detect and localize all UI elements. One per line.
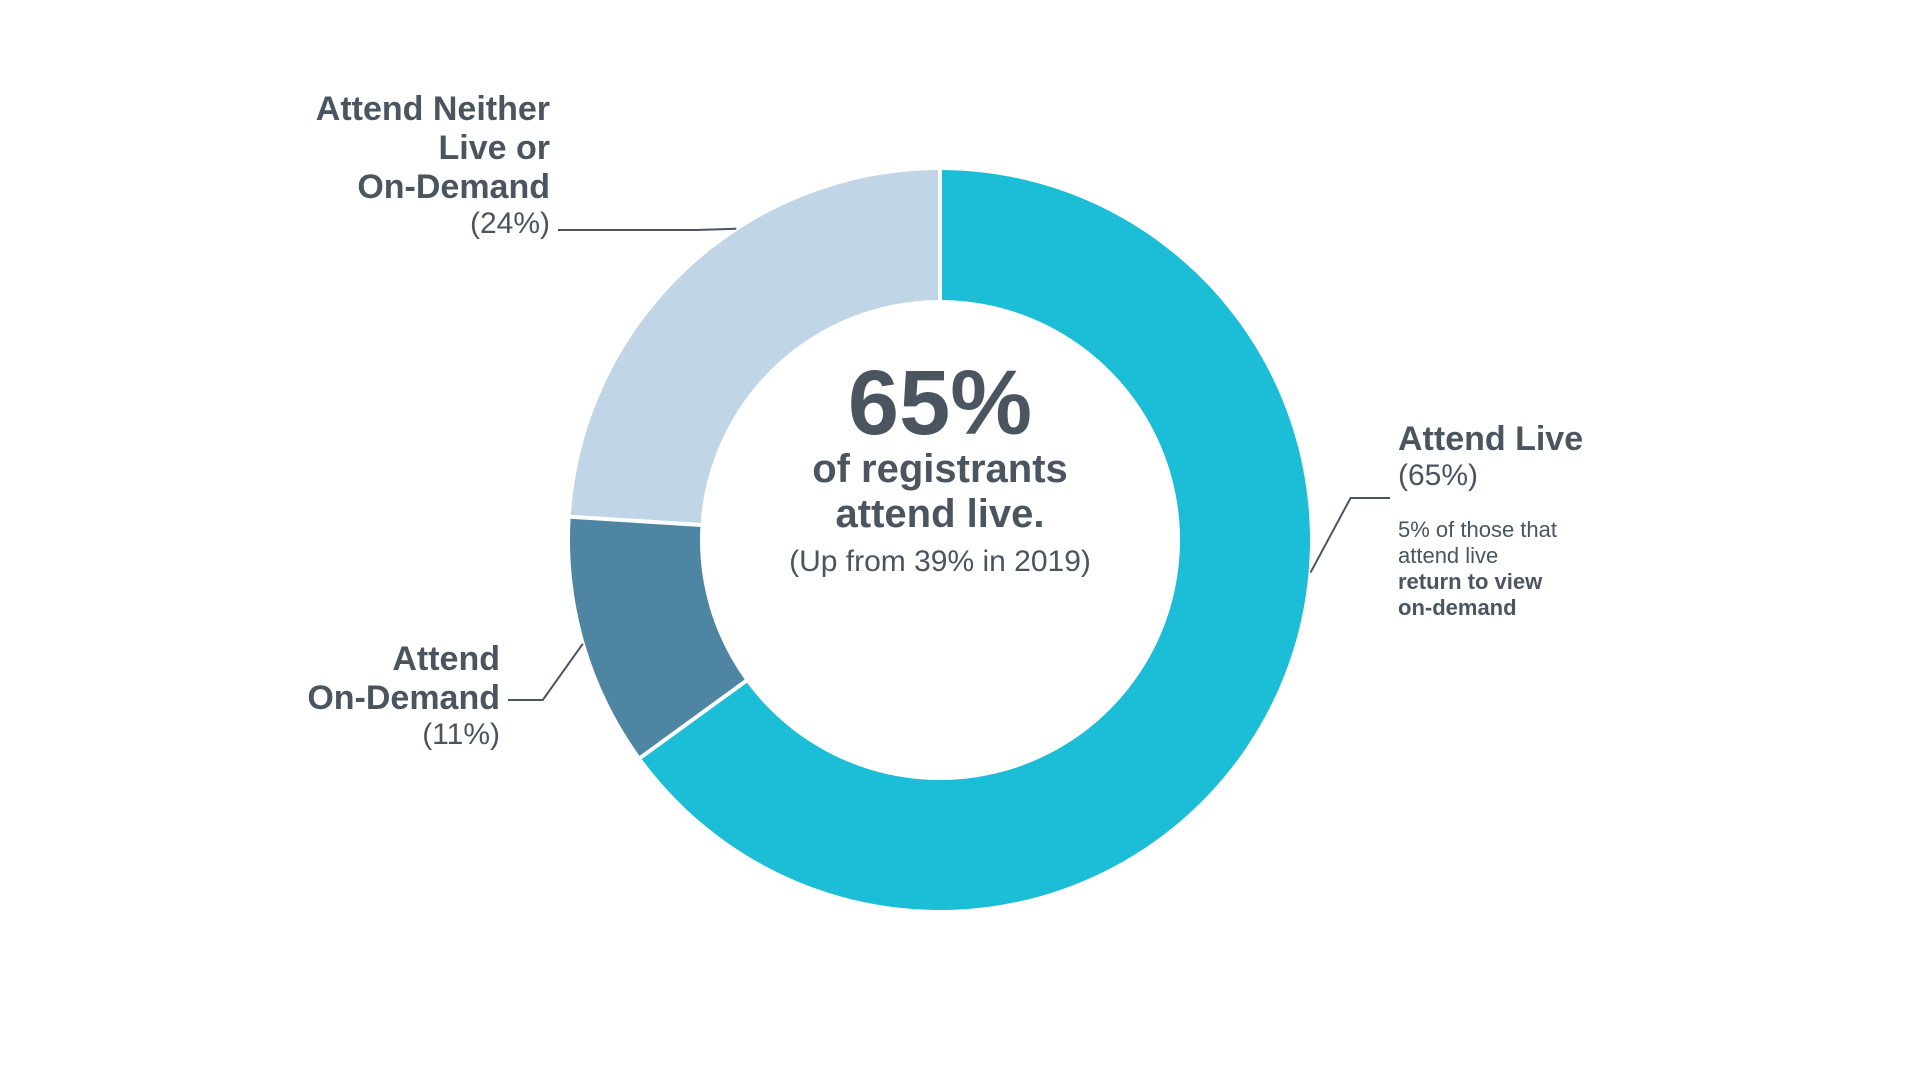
callout-attend-live: Attend Live (65%) 5% of those that atten… — [1398, 420, 1718, 621]
leader-line-attend-neither — [558, 229, 736, 230]
callout-neither-percent: (24%) — [210, 207, 550, 241]
callout-attend-live-percent: (65%) — [1398, 459, 1718, 493]
callout-ondemand-title-l2: On-Demand — [200, 679, 500, 718]
callout-attend-live-note-l1: 5% of those that — [1398, 517, 1557, 542]
callout-neither-title-l3: On-Demand — [210, 168, 550, 207]
callout-neither-title-l1: Attend Neither — [210, 90, 550, 129]
callout-attend-live-note: 5% of those that attend live return to v… — [1398, 517, 1718, 621]
callout-neither-title-l2: Live or — [210, 129, 550, 168]
callout-ondemand-percent: (11%) — [200, 718, 500, 752]
callout-attend-live-note-l2: attend live — [1398, 543, 1498, 568]
leader-line-attend-live — [1311, 498, 1390, 572]
callout-attend-neither: Attend Neither Live or On-Demand (24%) — [210, 90, 550, 241]
callout-ondemand-title-l1: Attend — [200, 640, 500, 679]
callout-attend-live-note-l4: on-demand — [1398, 595, 1517, 620]
callout-attend-on-demand: Attend On-Demand (11%) — [200, 640, 500, 752]
chart-stage: 65% of registrants attend live. (Up from… — [0, 0, 1920, 1080]
callout-attend-live-title: Attend Live — [1398, 420, 1718, 459]
leader-line-attend-on-demand — [508, 644, 583, 700]
center-note: (Up from 39% in 2019) — [710, 545, 1170, 579]
center-big-stat: 65% — [710, 360, 1170, 447]
center-sub-line1: of registrants — [710, 447, 1170, 492]
donut-center-text: 65% of registrants attend live. (Up from… — [710, 360, 1170, 579]
callout-attend-live-note-l3: return to view — [1398, 569, 1542, 594]
center-sub-line2: attend live. — [710, 492, 1170, 537]
